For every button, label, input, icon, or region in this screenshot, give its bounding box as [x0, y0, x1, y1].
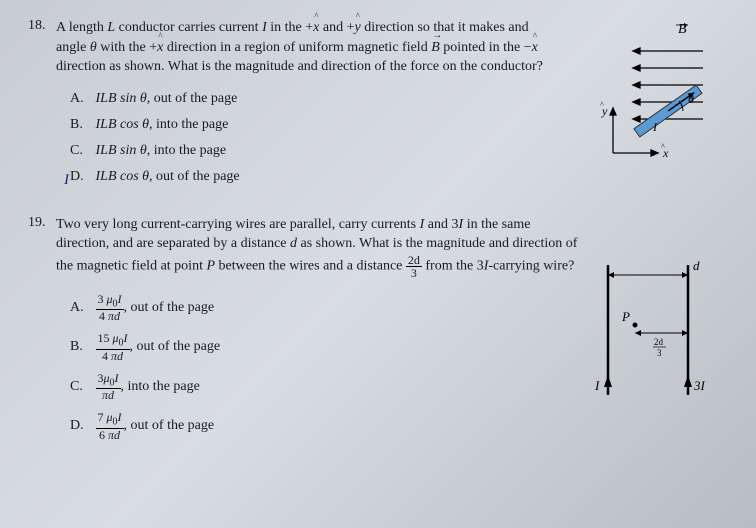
q19-A-frac: 3 μ0I 4 πd	[96, 293, 124, 322]
q18-p1: A length	[56, 20, 107, 35]
q19-A-label: A.	[70, 300, 92, 316]
i-right-label: 3I	[693, 378, 706, 393]
question-18: 18. A length L conductor carries current…	[28, 18, 728, 185]
q18-C-label: C.	[70, 143, 92, 159]
q18-p7: direction in a region of uniform magneti…	[163, 40, 431, 55]
frac-label-num: 2d	[654, 337, 664, 347]
q19-C-label: C.	[70, 379, 92, 395]
q18-L: L	[107, 20, 115, 35]
q19-frac: 2d3	[406, 254, 422, 279]
q19-P: P	[206, 259, 215, 274]
q18-diagram: B θ I x ^ y ^	[548, 23, 718, 173]
q18-A-label: A.	[70, 91, 92, 107]
q18-theta: θ	[90, 40, 97, 55]
q18-p2: conductor carries current	[115, 20, 262, 35]
q18-B-dir: , into the page	[149, 117, 228, 132]
arrow-3I	[684, 375, 692, 387]
q19-D-frac: 7 μ0I 6 πd	[96, 411, 124, 440]
q19-p1: Two very long current-carrying wires are…	[56, 217, 420, 232]
q18-yhat1: y	[354, 18, 360, 38]
q18-B-label: B.	[70, 117, 92, 133]
p-label: P	[621, 309, 630, 324]
q18-C-formula: ILB sin θ	[96, 143, 147, 158]
q18-Bvec: B	[431, 38, 440, 58]
q19-C-frac: 3μ0I πd	[96, 372, 121, 401]
point-P	[633, 322, 638, 327]
axes	[610, 108, 658, 156]
q19-number: 19.	[28, 215, 56, 231]
q18-xhat3: x	[532, 38, 538, 58]
svg-text:^: ^	[661, 142, 665, 151]
q19-D-dir: , out of the page	[124, 418, 215, 433]
q18-diagram-svg: B θ I x ^ y ^	[548, 23, 718, 173]
q19-p7: -carrying wire?	[488, 259, 574, 274]
handwritten-I-annotation: I	[64, 172, 69, 189]
q18-p4: and +	[319, 20, 354, 35]
q19-d: d	[290, 236, 297, 251]
q19-p6: from the 3	[425, 259, 483, 274]
q18-p6: with the +	[97, 40, 157, 55]
q19-B-label: B.	[70, 339, 92, 355]
arrow-I	[604, 375, 612, 387]
q19-p2: and 3	[424, 217, 458, 232]
q18-p3: in the +	[267, 20, 313, 35]
q18-A-formula: ILB sin θ	[96, 91, 147, 106]
q18-D-label: D.	[70, 169, 92, 185]
q18-p8: pointed in the −	[440, 40, 532, 55]
question-19: 19. Two very long current-carrying wires…	[28, 215, 728, 441]
q18-A-dir: , out of the page	[147, 91, 238, 106]
q18-D-dir: , out of the page	[149, 169, 240, 184]
q18-xhat2: x	[157, 38, 163, 58]
d-label: d	[693, 258, 700, 273]
q18-p9: direction as shown. What is the magnitud…	[56, 59, 543, 74]
q19-frac-den: 3	[406, 267, 422, 279]
i-left-label: I	[594, 378, 600, 393]
frac-label-den: 3	[657, 348, 662, 358]
q18-C-dir: , into the page	[147, 143, 226, 158]
q19-option-D: D. 7 μ0I 6 πd , out of the page	[70, 411, 728, 440]
q19-p5: between the wires and a distance	[215, 259, 406, 274]
q19-D-label: D.	[70, 418, 92, 434]
q19-B-dir: , out of the page	[130, 339, 221, 354]
theta-label: θ	[688, 92, 694, 106]
q18-number: 18.	[28, 18, 56, 34]
q18-xhat1: x	[313, 18, 319, 38]
q18-D-formula: ILB cos θ	[96, 169, 150, 184]
q18-B-formula: ILB cos θ	[96, 117, 150, 132]
q19-B-frac: 15 μ0I 4 πd	[96, 332, 130, 361]
q19-diagram-svg: d P I 3I 2d 3	[578, 215, 718, 415]
q19-C-dir: , into the page	[121, 379, 200, 394]
q19-diagram: d P I 3I 2d 3	[578, 215, 718, 395]
q19-A-dir: , out of the page	[124, 300, 215, 315]
svg-text:^: ^	[600, 100, 604, 109]
